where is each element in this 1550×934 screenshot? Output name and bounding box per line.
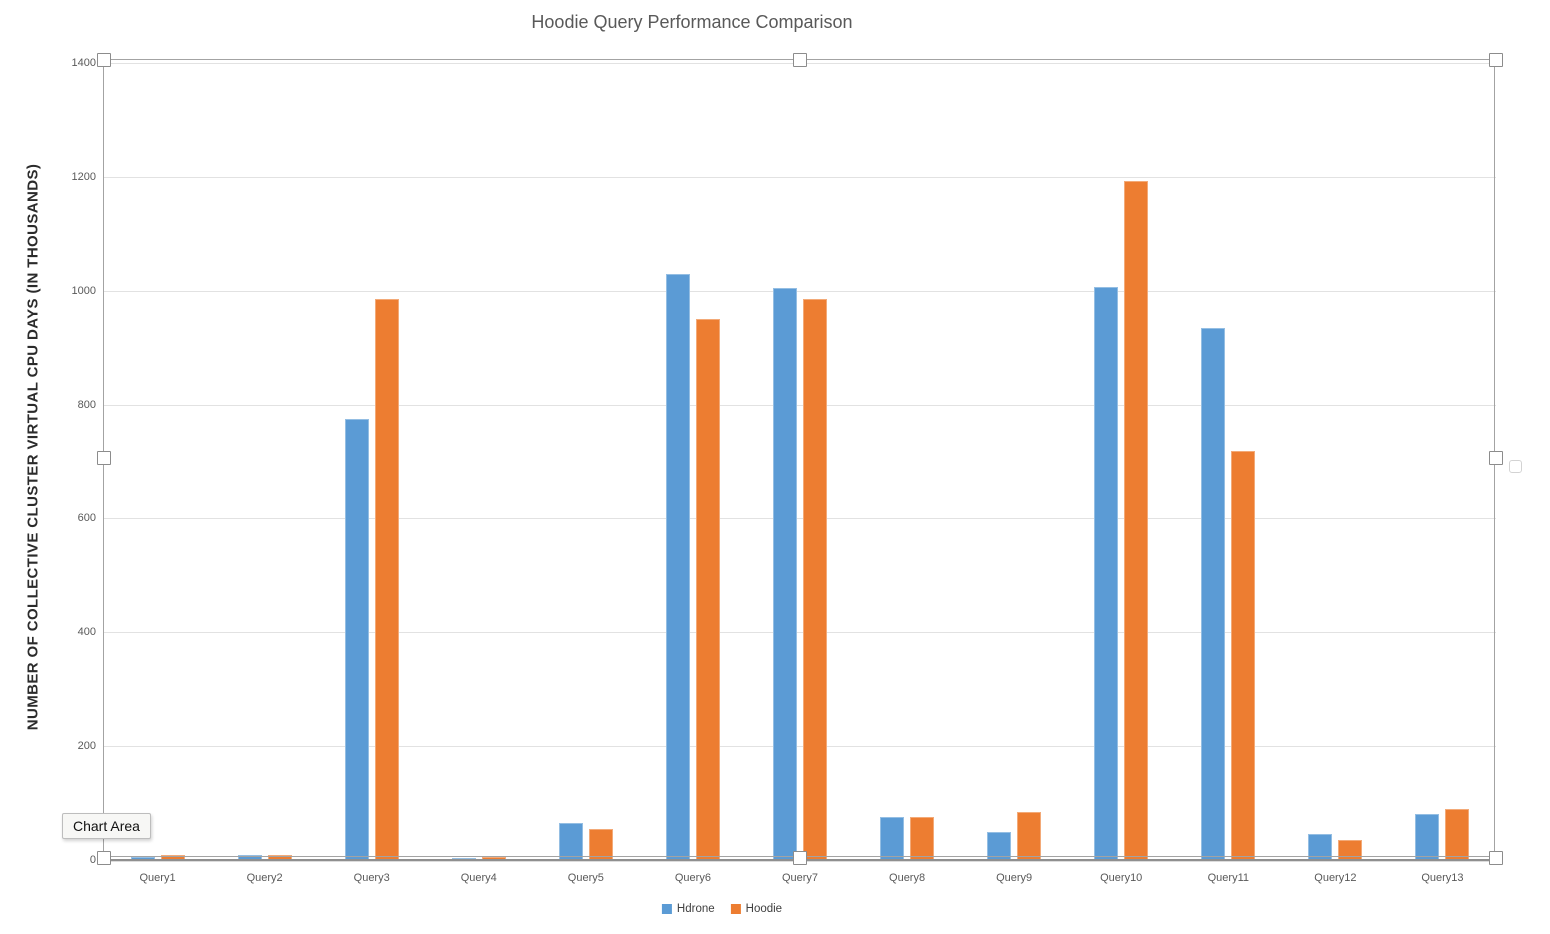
- bar-hdrone-query1[interactable]: [130, 857, 155, 860]
- bar-hoodie-query6[interactable]: [695, 319, 720, 860]
- selection-handle-top-right[interactable]: [1489, 53, 1503, 67]
- gridline-1000: [104, 290, 1496, 292]
- legend-swatch-hdrone: [661, 904, 672, 914]
- x-label-query6: Query6: [674, 872, 711, 884]
- selection-handle-middle-left[interactable]: [97, 451, 111, 465]
- legend-item-hdrone[interactable]: Hdrone: [661, 903, 715, 915]
- bar-hdrone-query2[interactable]: [237, 855, 262, 860]
- gridline-1200: [104, 176, 1496, 178]
- bar-hoodie-query9[interactable]: [1017, 811, 1042, 860]
- outer-frame-handle[interactable]: [1509, 460, 1522, 473]
- bar-hoodie-query7[interactable]: [803, 299, 827, 860]
- x-label-query10: Query10: [1100, 872, 1143, 884]
- bar-hoodie-query5[interactable]: [588, 828, 613, 860]
- y-tick-label-1000: 1000: [71, 284, 96, 297]
- chart-legend[interactable]: Hdrone Hoodie: [661, 903, 783, 915]
- x-label-query11: Query11: [1207, 872, 1249, 884]
- bar-hoodie-query10[interactable]: [1124, 180, 1149, 860]
- bar-hoodie-query4[interactable]: [481, 857, 506, 860]
- y-axis-title[interactable]: NUMBER OF COLLECTIVE CLUSTER VIRTUAL CPU…: [24, 163, 42, 731]
- bar-hoodie-query8[interactable]: [910, 817, 935, 860]
- selection-handle-bottom-right[interactable]: [1489, 851, 1503, 865]
- x-label-query9: Query9: [996, 872, 1033, 884]
- bar-hdrone-query6[interactable]: [665, 273, 690, 860]
- x-label-query13: Query13: [1421, 872, 1464, 884]
- x-label-query2: Query2: [246, 872, 283, 884]
- gridline-800: [104, 404, 1496, 406]
- gridline-200: [104, 746, 1496, 748]
- bar-hdrone-query13[interactable]: [1415, 814, 1440, 860]
- x-label-query4: Query4: [460, 872, 497, 884]
- gridline-400: [104, 632, 1496, 634]
- gridline-600: [104, 518, 1496, 520]
- x-label-query7: Query7: [781, 872, 819, 884]
- x-label-query8: Query8: [889, 872, 926, 884]
- selection-handle-bottom-left[interactable]: [97, 851, 111, 865]
- legend-label-hoodie: Hoodie: [745, 903, 783, 915]
- bar-hdrone-query12[interactable]: [1308, 834, 1333, 860]
- x-label-query12: Query12: [1314, 872, 1357, 884]
- y-tick-label-200: 200: [77, 740, 96, 753]
- bar-hdrone-query3[interactable]: [344, 418, 369, 860]
- bar-hoodie-query12[interactable]: [1338, 840, 1363, 860]
- selection-handle-middle-right[interactable]: [1489, 451, 1503, 465]
- bar-hdrone-query7[interactable]: [773, 287, 797, 860]
- bar-hoodie-query1[interactable]: [160, 854, 185, 860]
- selection-handle-top-center[interactable]: [793, 53, 807, 67]
- selection-handle-bottom-center[interactable]: [793, 851, 807, 865]
- chart-title[interactable]: Hoodie Query Performance Comparison: [531, 12, 853, 32]
- y-tick-label-1200: 1200: [71, 170, 96, 183]
- bar-hdrone-query5[interactable]: [558, 822, 583, 860]
- bar-hoodie-query3[interactable]: [374, 299, 399, 860]
- selection-handle-top-left[interactable]: [97, 53, 111, 67]
- bar-hoodie-query2[interactable]: [267, 855, 292, 860]
- bar-hdrone-query11[interactable]: [1201, 327, 1226, 860]
- bar-hdrone-query8[interactable]: [880, 817, 905, 860]
- bar-hdrone-query9[interactable]: [987, 831, 1012, 860]
- bar-hoodie-query11[interactable]: [1231, 451, 1256, 860]
- y-tick-label-600: 600: [77, 512, 96, 525]
- legend-swatch-hoodie: [730, 904, 741, 914]
- y-tick-label-1400: 1400: [71, 57, 96, 69]
- selection-border: [103, 59, 1495, 857]
- legend-item-hoodie[interactable]: Hoodie: [730, 903, 783, 915]
- x-label-query1: Query1: [139, 872, 176, 884]
- x-label-query3: Query3: [353, 872, 390, 884]
- y-tick-label-400: 400: [77, 626, 96, 639]
- legend-label-hdrone: Hdrone: [676, 903, 715, 915]
- bar-hdrone-query4[interactable]: [451, 857, 476, 860]
- y-tick-label-0: 0: [89, 854, 96, 866]
- bar-hoodie-query13[interactable]: [1445, 808, 1470, 860]
- x-label-query5: Query5: [567, 872, 604, 884]
- bar-hdrone-query10[interactable]: [1094, 286, 1119, 860]
- y-tick-label-800: 800: [77, 398, 96, 411]
- chart-area-tooltip: Chart Area: [62, 813, 151, 839]
